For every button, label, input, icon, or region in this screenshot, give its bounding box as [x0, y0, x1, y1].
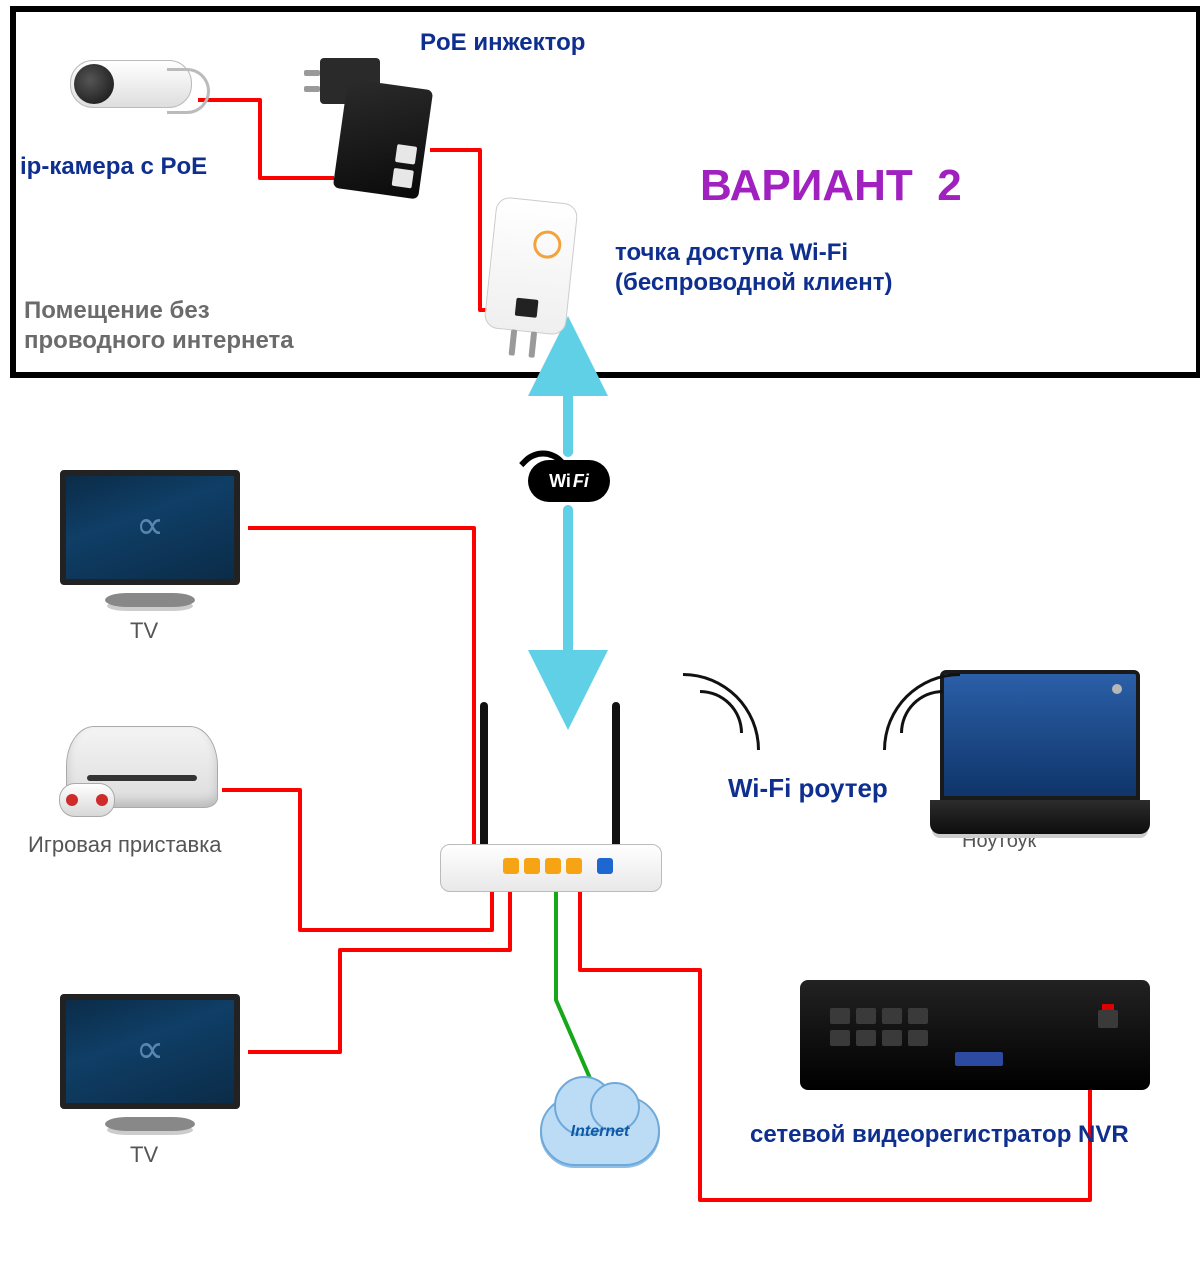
label-camera: ip-камера с PoE: [20, 152, 207, 182]
cable-tv1-router: [248, 528, 474, 892]
label-room-note: Помещение без проводного интернета: [24, 296, 294, 356]
internet-label: Internet: [571, 1123, 630, 1141]
caption-console: Игровая приставка: [28, 832, 222, 858]
cable-router-internet: [556, 892, 596, 1092]
label-router: Wi-Fi роутер: [728, 772, 888, 805]
diagram-title: ВАРИАНТ 2: [700, 158, 962, 213]
label-nvr: сетевой видеорегистратор NVR: [750, 1120, 1129, 1150]
diagram-canvas: { "canvas": {"width": 1200, "height": 12…: [0, 0, 1200, 1280]
caption-tv1: TV: [130, 618, 158, 644]
ip-camera-icon: [70, 60, 192, 108]
cable-tv2-router: [248, 892, 510, 1052]
game-console-icon: [66, 726, 218, 808]
poe-injector-icon: [320, 58, 426, 194]
label-access-point: точка доступа Wi-Fi (беспроводной клиент…: [615, 238, 893, 298]
nvr-icon: [800, 980, 1150, 1090]
wifi-access-point-icon: [490, 200, 572, 332]
wifi-logo-icon: WiFi: [528, 460, 610, 502]
wifi-router-icon: [440, 844, 662, 892]
internet-cloud-icon: Internet: [540, 1096, 660, 1166]
tv-icon: [60, 994, 240, 1131]
label-poe: PoE инжектор: [420, 28, 585, 58]
laptop-icon: [940, 670, 1150, 834]
caption-tv2: TV: [130, 1142, 158, 1168]
tv-icon: [60, 470, 240, 607]
